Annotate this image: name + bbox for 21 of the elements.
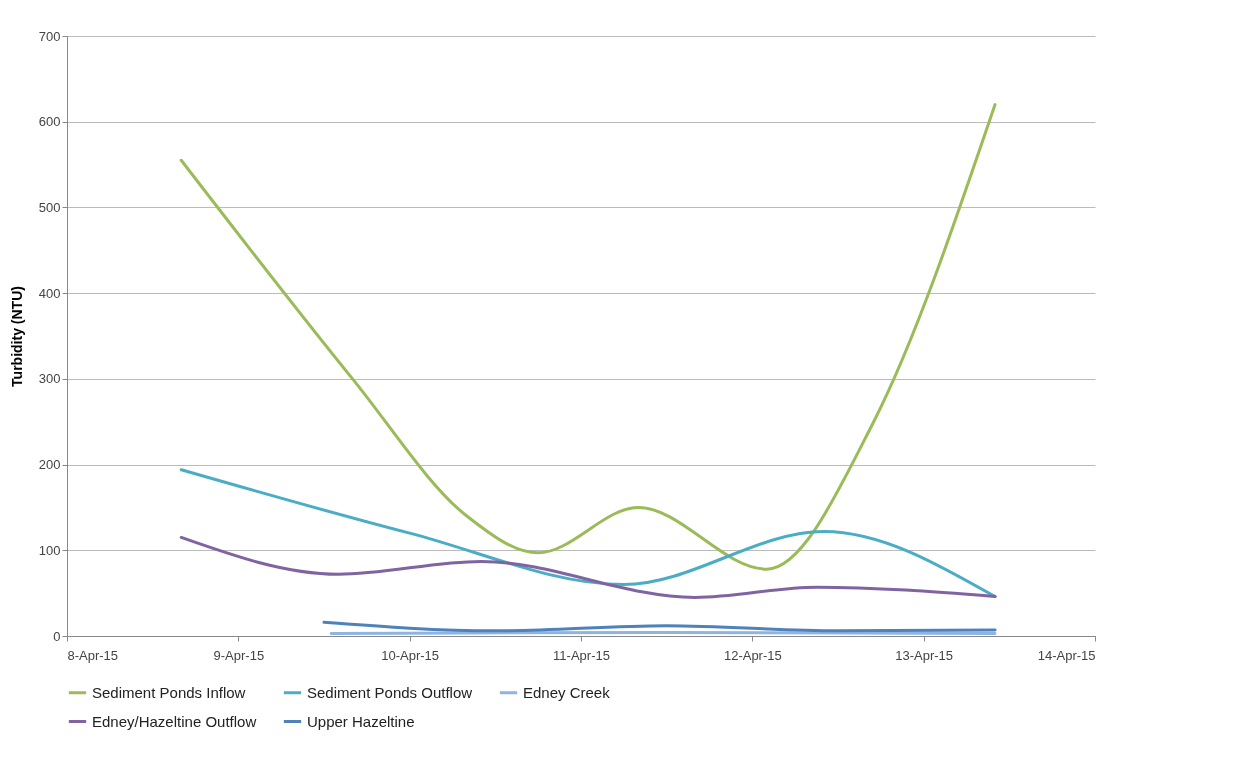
legend-label: Sediment Ponds Inflow xyxy=(92,683,246,701)
legend-label: Upper Hazeltine xyxy=(307,712,415,730)
x-tick-label: 8-Apr-15 xyxy=(67,647,119,663)
x-tick-label: 14-Apr-15 xyxy=(1037,647,1096,663)
y-axis-title: Turbidity (NTU) xyxy=(8,286,25,387)
legend-label: Edney/Hazeltine Outflow xyxy=(92,712,257,730)
y-tick-label: 200 xyxy=(38,457,61,473)
x-tick-label: 11-Apr-15 xyxy=(553,647,610,663)
y-tick-label: 300 xyxy=(38,371,61,387)
y-tick-label: 400 xyxy=(38,285,61,301)
y-tick-label: 500 xyxy=(38,199,61,215)
x-tick-label: 9-Apr-15 xyxy=(213,647,265,663)
x-tick-label: 12-Apr-15 xyxy=(723,647,782,663)
legend-label: Sediment Ponds Outflow xyxy=(307,683,473,701)
y-tick-label: 0 xyxy=(53,628,61,644)
x-tick-label: 13-Apr-15 xyxy=(895,647,954,663)
y-tick-label: 700 xyxy=(38,28,61,44)
legend-label: Edney Creek xyxy=(523,683,611,701)
y-tick-label: 600 xyxy=(38,114,61,130)
x-tick-label: 10-Apr-15 xyxy=(381,647,440,663)
y-tick-label: 100 xyxy=(38,542,61,558)
